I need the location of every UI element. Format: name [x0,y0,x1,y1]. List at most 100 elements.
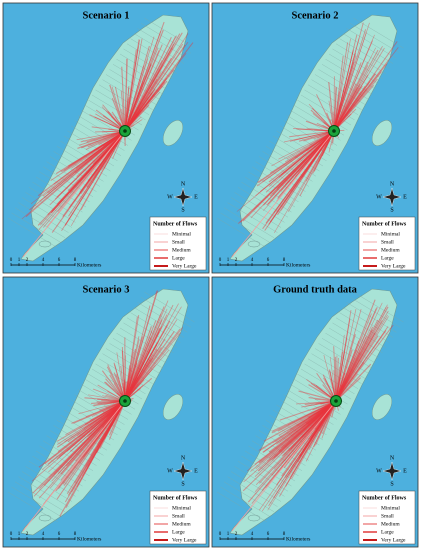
legend-box [149,490,207,545]
flow-line [288,130,335,212]
flow-line [42,130,126,197]
flow-line [124,318,163,402]
street [74,394,125,425]
flow-line [262,130,335,183]
flow-line [333,86,337,132]
flow-line [231,400,337,532]
flow-line [124,44,186,132]
street [307,358,359,389]
flow-line [124,57,172,132]
flow-line [124,348,136,402]
flow-line [56,400,126,460]
flow-line [124,359,151,402]
street [353,291,404,323]
street [304,89,355,121]
flow-line [94,130,126,176]
scale-label: 0 [10,258,13,263]
flow-line [49,130,126,206]
flow-line [76,130,126,177]
flow-line [97,400,126,445]
flow-line [263,130,335,206]
flow-line [124,316,138,402]
street [98,84,150,115]
flow-line [62,130,126,217]
scale-label: 6 [267,532,270,537]
flow-line [66,400,126,494]
legend-label: Very Large [172,537,197,543]
legend-label: Small [381,513,394,519]
flow-line [92,130,126,181]
flow-line [64,130,126,226]
flow-line [111,86,126,132]
street [311,353,362,384]
flow-line [124,33,181,132]
flow-line [280,400,337,454]
flow-line [57,400,126,474]
flow-line [124,351,135,402]
flow-line [124,319,163,402]
flow-line [30,130,126,205]
street [332,48,383,80]
flow-line [101,130,126,171]
street [39,171,90,203]
legend-label: Large [172,529,185,535]
scale-label: 2 [26,532,29,537]
flow-line [124,58,149,132]
flow-line [88,394,126,402]
scale-label: 8 [283,532,286,537]
street [269,414,320,446]
street [133,307,185,338]
legend-title: Number of Flows [153,221,198,227]
flow-line [57,400,126,452]
legend-label: Large [172,255,185,261]
flow-line [335,336,367,402]
street [318,69,369,100]
flow-line [79,130,126,193]
flow-line [86,130,126,188]
street [335,317,387,348]
street [7,217,59,249]
flow-line [278,130,335,178]
flow-line [271,400,337,476]
flow-line [335,318,351,402]
flow-line [90,400,126,456]
legend-label: Large [381,255,394,261]
flow-line [258,400,337,484]
compass-s: S [181,481,184,487]
flow-line [89,400,126,421]
street [328,327,380,359]
flow-line [269,130,335,174]
flow-line [39,400,126,489]
street [349,23,401,54]
flow-line [39,130,126,226]
flow-line [335,355,338,402]
flow-line [335,299,376,402]
flow-line [335,307,387,402]
flow-line [333,49,379,132]
flow-line [31,400,126,482]
street [300,368,352,400]
flow-line [293,127,335,132]
flow-line [124,300,169,402]
street [258,430,310,461]
flow-line [333,49,354,132]
flow-line [335,329,373,402]
flow-line [124,325,168,402]
flow-line [267,130,335,205]
flow-line [306,379,337,402]
flow-line [124,29,164,132]
flow-line [333,87,358,132]
flow-line [298,400,337,440]
flow-line [124,332,181,402]
flow-line [96,400,126,454]
flow-line [288,400,337,452]
flow-line [124,304,174,402]
flow-line [88,400,126,436]
flow-line [114,364,126,402]
street [342,33,394,64]
flow-line [283,400,337,456]
street [279,125,331,156]
flow-line [21,130,126,220]
flow-line [33,400,126,497]
